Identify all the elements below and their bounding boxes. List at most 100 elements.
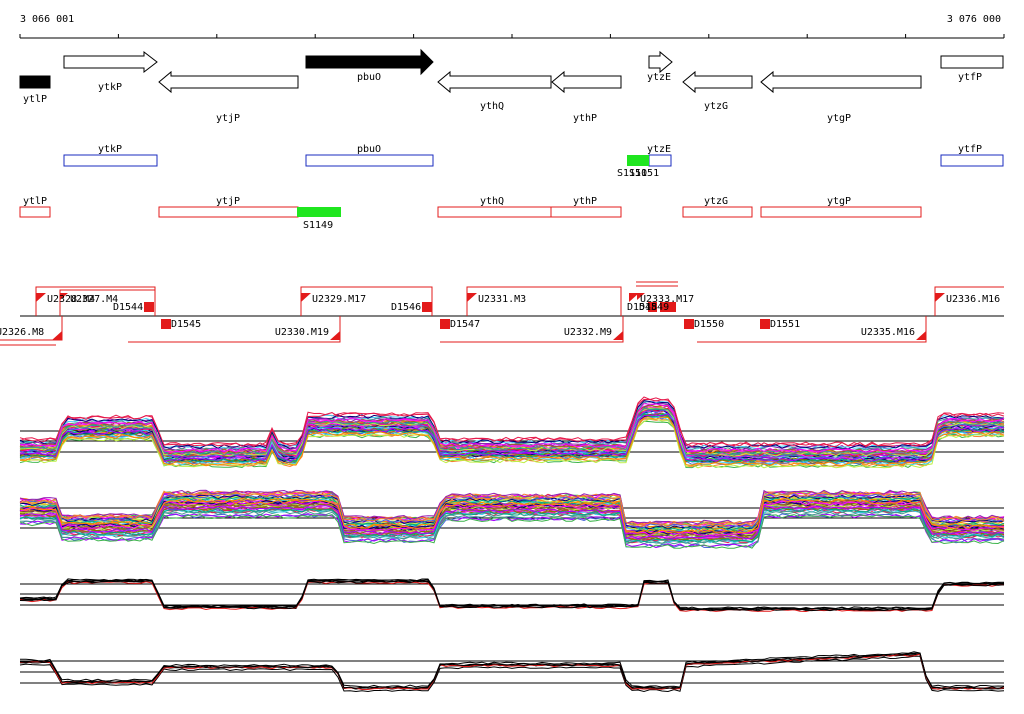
gene-ythQ[interactable]: [437, 70, 552, 94]
promoter-flag[interactable]: [60, 293, 68, 300]
transcript-label-u2328: U2328.M4: [47, 294, 95, 305]
gene-ytzG[interactable]: [682, 70, 753, 94]
transcript-label-u2330: U2330.M19: [275, 327, 329, 338]
promoter-flag[interactable]: [330, 331, 340, 340]
expression-panel-2: [19, 489, 1005, 549]
expression-series-line: [19, 396, 1005, 447]
gene-ytzE[interactable]: [648, 50, 673, 74]
terminator-D1545[interactable]: [161, 319, 171, 329]
expression-panel-3: [19, 578, 1005, 613]
terminator-D1548[interactable]: [648, 302, 657, 312]
blue-box-ytkP[interactable]: [63, 154, 158, 167]
green-label-S1151: S1151: [629, 168, 659, 179]
gene-ytgP[interactable]: [760, 70, 922, 94]
blue-box-ytzE[interactable]: [648, 154, 672, 167]
gene-ythP[interactable]: [551, 70, 622, 94]
terminator-label-D1551: D1551: [770, 319, 800, 330]
expression-series-line: [19, 514, 1005, 549]
blue-box-pbuO[interactable]: [305, 154, 434, 167]
terminator-D1547[interactable]: [440, 319, 450, 329]
red-box-label-ythQ: ythQ: [480, 196, 504, 207]
promoter-flag[interactable]: [935, 293, 945, 302]
expression-series-line: [19, 399, 1005, 450]
promoter-flag[interactable]: [36, 293, 46, 302]
red-box-ytlP[interactable]: [19, 206, 51, 218]
lower-segment-u2335[interactable]: [697, 316, 927, 343]
transcript-label-u2333: U2333.M17: [640, 294, 694, 305]
transcript-label-u2327: U2327.M4: [70, 294, 118, 305]
expression-series-line: [19, 507, 1005, 543]
gene-ytkP[interactable]: [63, 50, 158, 74]
terminator-D1549[interactable]: [660, 302, 676, 312]
expression-series-line: [19, 655, 1005, 693]
expression-series-line: [19, 418, 1005, 469]
red-box-ythP[interactable]: [550, 206, 622, 218]
expression-series-line: [19, 497, 1005, 533]
gene-ytlP[interactable]: [19, 75, 51, 89]
lower-segment-u2332[interactable]: [440, 316, 624, 343]
terminator-label-D1545: D1545: [171, 319, 201, 330]
green-box-S1150[interactable]: [627, 155, 649, 166]
promoter-flag[interactable]: [629, 293, 639, 302]
red-box-ytjP[interactable]: [158, 206, 299, 218]
gene-label-ytzG: ytzG: [704, 101, 728, 112]
expression-series-line: [19, 502, 1005, 538]
expression-series-line: [19, 403, 1005, 453]
terminator-boxes: [144, 302, 770, 329]
red-box-label-ytgP: ytgP: [827, 196, 851, 207]
expression-series-line: [19, 652, 1005, 690]
blue-box-label-ytzE: ytzE: [647, 144, 671, 155]
gene-label-pbuO: pbuO: [357, 72, 381, 83]
upper-segment-u2336[interactable]: [934, 286, 1004, 316]
expression-series-line: [19, 513, 1005, 549]
blue-box-label-ytfP: ytfP: [958, 144, 982, 155]
promoter-flag[interactable]: [52, 331, 62, 340]
expression-panel-4: [19, 651, 1005, 693]
red-box-label-ythP: ythP: [573, 196, 597, 207]
promoter-flag[interactable]: [916, 331, 926, 340]
red-box-track: [19, 206, 922, 218]
expression-series-line: [19, 578, 1005, 610]
terminator-label-D1544: D1544: [113, 302, 143, 313]
gene-label-ythQ: ythQ: [480, 101, 504, 112]
lower-segment-u2330[interactable]: [128, 316, 341, 343]
expression-series-line: [19, 400, 1005, 450]
promoter-flag[interactable]: [637, 293, 645, 300]
ruler-ticks: [19, 34, 1005, 38]
red-box-ythQ[interactable]: [437, 206, 552, 218]
blue-box-track: [63, 154, 1004, 167]
gene-label-ytlP: ytlP: [23, 94, 47, 105]
transcript-label-u2329: U2329.M17: [312, 294, 366, 305]
expression-series-line: [19, 509, 1005, 544]
blue-box-labels: ytkP pbuO ytzE ytfP: [98, 144, 982, 155]
red-box-ytzG[interactable]: [682, 206, 753, 218]
gene-pbuO[interactable]: [305, 48, 434, 76]
promoter-flag[interactable]: [467, 293, 477, 302]
blue-box-ytfP[interactable]: [940, 154, 1004, 167]
red-box-ytgP[interactable]: [760, 206, 922, 218]
terminator-D1550[interactable]: [684, 319, 694, 329]
transcript-label-u2331: U2331.M3: [478, 294, 526, 305]
transcript-label-u2326: U2326.M8: [0, 327, 44, 338]
terminator-D1546[interactable]: [422, 302, 432, 312]
expression-series-line: [19, 580, 1005, 612]
blue-box-label-ytkP: ytkP: [98, 144, 122, 155]
gene-ytfP[interactable]: [940, 55, 1004, 69]
expression-series-line: [19, 413, 1005, 463]
promoter-flag[interactable]: [613, 331, 623, 340]
gene-ytjP[interactable]: [158, 70, 299, 94]
expression-series-line: [19, 500, 1004, 536]
transcription-unit-track: U2328.M4 U2327.M4 U2329.M17 U2331.M3 U23…: [0, 281, 1004, 346]
expression-series-line: [19, 499, 1005, 535]
terminator-label-D1549: D1549: [639, 302, 669, 313]
green-box-S1149[interactable]: [297, 207, 341, 217]
expression-series-line: [19, 651, 1005, 688]
upper-segment-u2327[interactable]: [59, 289, 155, 316]
terminator-D1551[interactable]: [760, 319, 770, 329]
terminator-D1544[interactable]: [144, 302, 154, 312]
promoter-flag[interactable]: [301, 293, 311, 302]
terminator-label-D1546: D1546: [391, 302, 421, 313]
gene-label-ytzE: ytzE: [647, 72, 671, 83]
gene-label-ythP: ythP: [573, 113, 597, 124]
